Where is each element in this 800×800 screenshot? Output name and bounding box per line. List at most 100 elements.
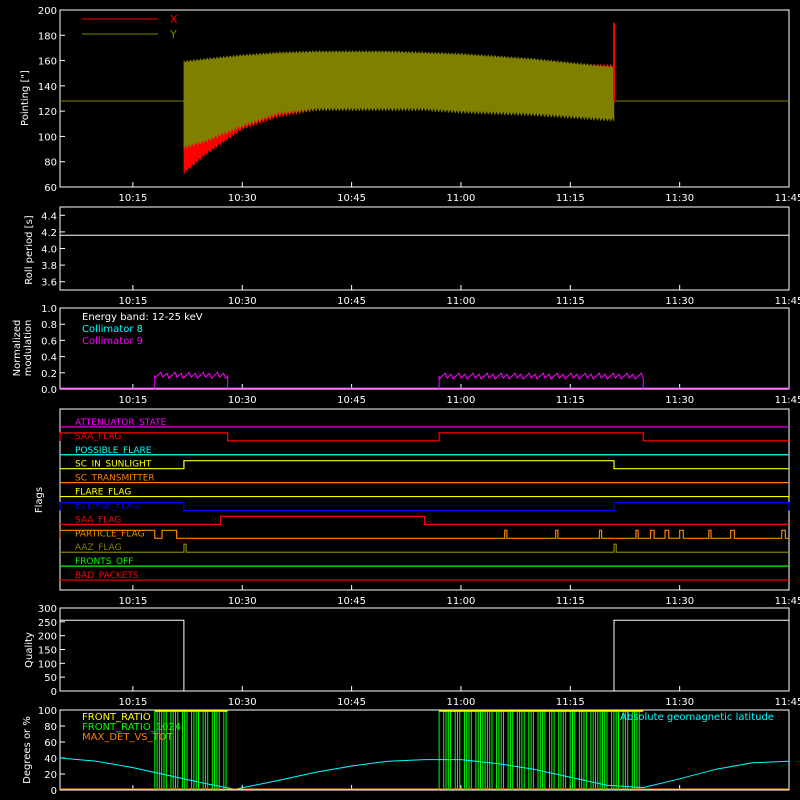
- legend-geomagnetic-latitude: Absolute geomagnetic latitude: [620, 712, 774, 723]
- flag-trace: [60, 460, 789, 470]
- x-tick-label: 11:15: [556, 193, 585, 204]
- x-tick-label: 10:30: [228, 395, 257, 406]
- panel-geo: 0 20 40 60 80 100 Degrees or % FRONT_RATIO FR…: [22, 706, 790, 797]
- flag-label: SC_TRANSMITTER: [75, 474, 155, 484]
- x-tick-label: 10:30: [228, 596, 257, 607]
- x-tick-label: 11:45: [775, 697, 800, 708]
- flag-label: SAA_FLAG: [75, 515, 121, 525]
- x-tick-label: 10:45: [337, 697, 366, 708]
- legend-x-label: X: [170, 13, 178, 26]
- modulation-ylabel-line1: Normalized: [12, 320, 23, 377]
- panel-quality: 0 50 100 150 200 250 300 10:15 10:30 10:45 11:00 1…: [24, 604, 800, 708]
- x-tick-label: 11:30: [665, 697, 694, 708]
- panel-flags: 10:15 10:30 10:45 11:00 11:15 11:30 11:45 ATTE…: [34, 408, 800, 607]
- x-tick-label: 10:15: [118, 193, 147, 204]
- modulation-frame: [59, 307, 790, 390]
- y-tick-label: 60: [44, 183, 57, 194]
- y-tick-label: 0.4: [41, 353, 57, 364]
- x-tick-label: 11:45: [775, 193, 800, 204]
- modulation-ylabel-line2: modulation: [23, 320, 34, 377]
- flag-trace: [59, 529, 789, 539]
- y-tick-label: 300: [38, 604, 57, 615]
- y-tick-label: 0: [51, 786, 57, 797]
- flag-trace: [59, 432, 789, 442]
- x-tick-label: 11:15: [556, 596, 585, 607]
- modulation-collimator-9-segment: [154, 371, 229, 390]
- y-tick-label: 140: [38, 82, 57, 93]
- y-tick-label: 200: [38, 632, 57, 643]
- x-tick-label: 10:45: [337, 193, 366, 204]
- y-tick-label: 4.4: [41, 211, 57, 222]
- x-tick-label: 11:45: [775, 296, 800, 307]
- x-tick-label: 10:45: [337, 395, 366, 406]
- pointing-legend: X Y: [82, 13, 178, 41]
- y-tick-label: 4.0: [41, 245, 57, 256]
- x-tick-label: 11:00: [447, 596, 476, 607]
- flag-label: POSSIBLE_FLARE: [75, 446, 152, 456]
- x-tick-label: 11:15: [556, 395, 585, 406]
- x-tick-label: 10:45: [337, 596, 366, 607]
- flag-label: ATTENUATOR_STATE: [75, 418, 167, 428]
- y-tick-label: 120: [38, 107, 57, 118]
- flag-trace: [60, 543, 789, 553]
- flag-label: SC_IN_SUNLIGHT: [75, 460, 152, 470]
- y-tick-label: 180: [38, 31, 57, 42]
- legend-energy-band: Energy band: 12-25 keV: [82, 312, 203, 323]
- panel-pointing: 60 80 100 120 140 160 180 200 10:15 10:30 10:45 11…: [20, 6, 800, 204]
- geomagnetic-latitude-line: [59, 757, 790, 790]
- quality-ylabel: Quality: [24, 632, 35, 668]
- x-tick-label: 11:30: [665, 395, 694, 406]
- x-tick-label: 10:15: [118, 296, 147, 307]
- flags-frame: [59, 408, 790, 591]
- geo-legend: FRONT_RATIO FRONT_RATIO_1024 MAX_DET_VS_…: [82, 712, 774, 743]
- x-tick-label: 11:45: [775, 596, 800, 607]
- x-tick-label: 11:30: [665, 296, 694, 307]
- x-tick-label: 10:30: [228, 193, 257, 204]
- flag-label: FLARE_FLAG: [75, 488, 131, 498]
- x-tick-label: 10:45: [337, 296, 366, 307]
- pointing-series-y: [183, 50, 615, 150]
- x-tick-label: 11:30: [665, 193, 694, 204]
- pointing-frame: [59, 9, 790, 188]
- y-tick-label: 0.2: [41, 369, 57, 380]
- x-tick-label: 10:15: [118, 395, 147, 406]
- flag-label: ECLIPSE_FLAG: [75, 501, 139, 511]
- y-tick-label: 100: [38, 132, 57, 143]
- y-tick-label: 150: [38, 646, 57, 657]
- roll-frame: [59, 206, 790, 291]
- x-tick-label: 11:15: [556, 296, 585, 307]
- flag-label: BAD_PACKETS: [75, 571, 139, 581]
- legend-collimator-8: Collimator 8: [82, 324, 143, 335]
- x-tick-label: 11:00: [447, 697, 476, 708]
- y-tick-label: 0.6: [41, 336, 57, 347]
- y-tick-label: 50: [44, 673, 57, 684]
- modulation-legend: Energy band: 12-25 keV Collimator 8 Coll…: [82, 312, 203, 347]
- panel-roll: 3.6 3.8 4.0 4.2 4.4 10:15 10:30 10:45 11:00 11:1…: [24, 206, 800, 307]
- x-tick-label: 11:00: [447, 193, 476, 204]
- flag-label: PARTICLE_FLAG: [75, 529, 145, 539]
- x-tick-label: 10:15: [118, 596, 147, 607]
- y-tick-label: 0: [51, 687, 57, 698]
- x-tick-label: 10:15: [118, 697, 147, 708]
- x-tick-label: 10:30: [228, 697, 257, 708]
- flag-label: FRONTS_OFF: [75, 557, 133, 567]
- y-tick-label: 250: [38, 618, 57, 629]
- quality-line: [60, 619, 789, 692]
- legend-front-ratio: FRONT_RATIO: [82, 712, 151, 723]
- modulation-collimator-9-segment: [438, 372, 644, 389]
- roll-ylabel: Roll period [s]: [24, 215, 35, 284]
- x-tick-label: 11:30: [665, 596, 694, 607]
- geo-frame: [59, 709, 790, 791]
- flag-trace: [60, 515, 789, 525]
- legend-y-label: Y: [169, 28, 177, 41]
- y-tick-label: 0.0: [41, 385, 57, 396]
- y-tick-label: 100: [38, 659, 57, 670]
- y-tick-label: 20: [44, 770, 57, 781]
- y-tick-label: 4.2: [41, 228, 57, 239]
- y-tick-label: 3.8: [41, 261, 57, 272]
- x-tick-label: 11:45: [775, 395, 800, 406]
- y-tick-label: 1.0: [41, 304, 57, 315]
- y-tick-label: 80: [44, 722, 57, 733]
- x-tick-label: 11:00: [447, 395, 476, 406]
